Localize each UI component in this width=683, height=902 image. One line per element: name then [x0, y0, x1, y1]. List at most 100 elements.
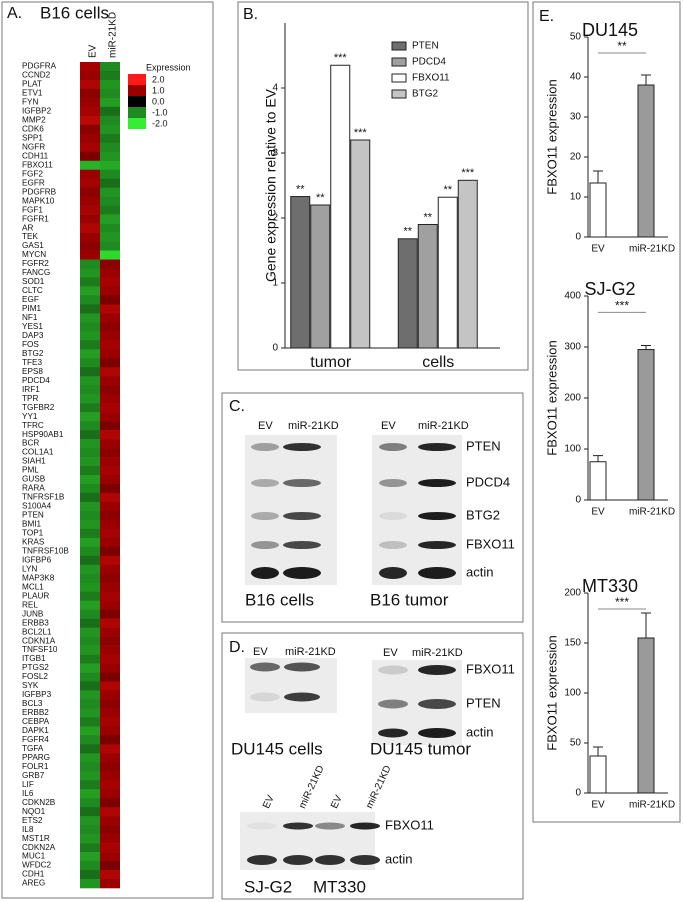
gene-label: CLTC — [22, 286, 43, 295]
blot-band — [251, 479, 279, 487]
heatmap-cell — [100, 627, 120, 637]
gene-label: FGF1 — [22, 205, 43, 214]
gene-label: IGFBP6 — [22, 555, 52, 564]
blot-band — [284, 692, 320, 702]
panel-label: A. — [7, 5, 22, 22]
gene-label: PTEN — [22, 511, 44, 520]
blot-label: miR-21KD — [412, 647, 463, 659]
gene-label: BCL2L1 — [22, 627, 52, 636]
gene-label: FGFR4 — [22, 735, 49, 744]
heatmap-cell — [100, 358, 120, 368]
heatmap-cell — [80, 546, 100, 557]
heatmap-cell — [80, 672, 100, 682]
gene-label: TPR — [22, 394, 38, 403]
heatmap-cell — [100, 663, 120, 673]
error-bar — [641, 74, 651, 85]
legend-swatch — [391, 73, 407, 83]
error-bar — [641, 612, 651, 638]
gene-label: SOD1 — [22, 277, 45, 286]
gene-label: BCR — [22, 439, 39, 448]
heatmap-cell — [100, 564, 120, 575]
legend-swatch — [128, 118, 146, 129]
heatmap-cell — [100, 70, 120, 81]
significance: *** — [615, 595, 629, 609]
gene-label: PPARG — [22, 753, 50, 762]
heatmap-cell — [80, 735, 100, 745]
gene-label: HSP90AB1 — [22, 430, 64, 439]
heatmap-cell — [80, 654, 100, 664]
heatmap-cell — [100, 466, 120, 476]
heatmap-cell — [100, 295, 120, 305]
significance: ** — [443, 184, 452, 196]
significance: ** — [296, 183, 305, 195]
heatmap-cell — [80, 430, 100, 440]
heatmap-cell — [100, 331, 120, 341]
blot-label: PTEN — [466, 695, 501, 710]
heatmap-cell — [80, 439, 100, 449]
gene-label: CDKN2A — [22, 843, 56, 852]
heatmap-cell — [80, 268, 100, 278]
gene-label: PDGFRB — [22, 187, 57, 196]
heatmap-cell — [80, 600, 100, 610]
heatmap-cell — [100, 870, 120, 880]
blot-band — [283, 855, 313, 865]
gene-label: NGFR — [22, 142, 45, 151]
x-tick-label: miR-21KD — [629, 507, 675, 518]
blot-band — [283, 822, 313, 830]
gene-label: EGFR — [22, 178, 45, 187]
heatmap-cell — [80, 367, 100, 377]
heatmap-cell — [80, 879, 100, 889]
heatmap-cell — [100, 313, 120, 323]
significance: *** — [461, 167, 475, 179]
heatmap-cell — [80, 618, 100, 628]
heatmap-cell — [100, 690, 120, 700]
blot-band — [283, 512, 321, 520]
blot-label: EV — [258, 420, 273, 432]
bar — [637, 637, 655, 794]
heatmap-cell — [80, 771, 100, 781]
heatmap-cell — [100, 645, 120, 655]
heatmap-cell — [100, 376, 120, 386]
gene-label: GRB7 — [22, 771, 45, 780]
heatmap-cell — [100, 349, 120, 359]
legend-swatch — [128, 107, 146, 118]
blot-label: actin — [466, 724, 493, 739]
heatmap-cell — [100, 546, 120, 557]
blot-membrane — [245, 435, 337, 585]
bar — [417, 224, 438, 349]
heatmap-cell — [80, 843, 100, 853]
blot-band — [418, 443, 456, 451]
error-bar — [593, 170, 603, 183]
heatmap-cell — [100, 582, 120, 593]
x-tick-label: EV — [591, 244, 605, 255]
heatmap-cell — [100, 609, 120, 619]
significance: *** — [334, 52, 348, 64]
blot-band — [315, 822, 345, 830]
heatmap-cell — [100, 205, 120, 215]
y-tick-label: 100 — [564, 688, 581, 699]
x-tick-label: cells — [422, 354, 454, 371]
gene-label: AREG — [22, 879, 45, 888]
heatmap-cell — [80, 394, 100, 404]
blot-band — [418, 479, 456, 487]
gene-label: PTGS2 — [22, 663, 49, 672]
heatmap-cell — [100, 403, 120, 413]
gene-label: PDCD4 — [22, 376, 50, 385]
heatmap-cell — [80, 250, 100, 260]
heatmap-cell — [80, 97, 100, 108]
panel-b-frame — [237, 1, 529, 371]
gene-label: TNFRSF10B — [22, 546, 69, 555]
heatmap-cell — [100, 879, 120, 889]
significance: *** — [615, 298, 629, 312]
bar — [437, 196, 458, 349]
heatmap-cell — [80, 573, 100, 584]
gene-label: DAPK1 — [22, 726, 49, 735]
gene-label: CDKN1A — [22, 636, 56, 645]
heatmap-cell — [100, 492, 120, 503]
gene-label: PIM1 — [22, 304, 42, 313]
heatmap-cell — [80, 448, 100, 458]
blot-band — [378, 728, 408, 738]
heatmap-cell — [80, 492, 100, 503]
heatmap-cell — [100, 196, 120, 206]
blot-label: actin — [385, 851, 412, 866]
